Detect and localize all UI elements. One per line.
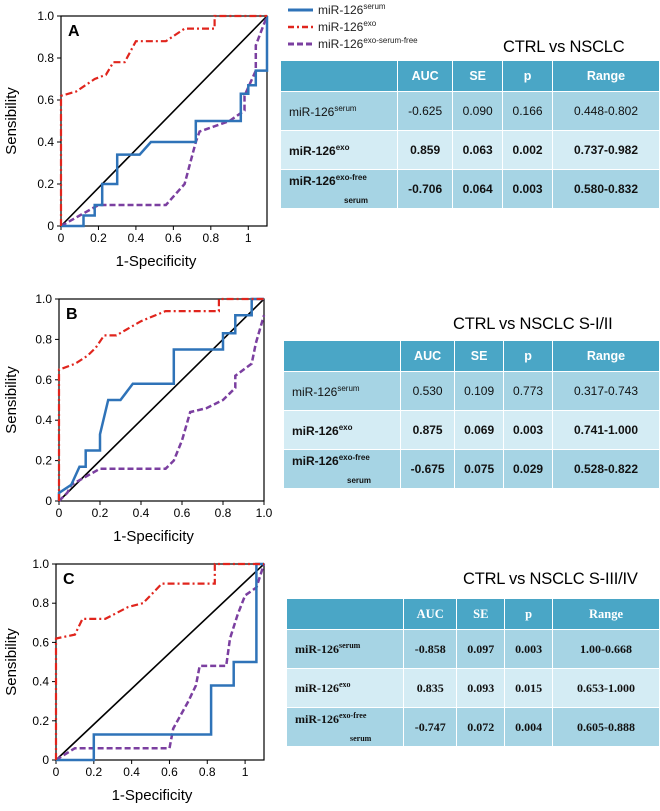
- x-tick-label: 1: [245, 231, 252, 245]
- reference-diagonal: [60, 15, 268, 227]
- series-line-free: [60, 15, 269, 228]
- series-line-exo: [59, 14, 267, 226]
- y-tick-label: 0: [42, 753, 49, 767]
- series-line-exo: [57, 297, 264, 501]
- series-line-exo: [54, 562, 264, 760]
- panel-a-title: CTRL vs NSCLC: [503, 38, 625, 56]
- x-tick-label: 0.6: [161, 765, 178, 779]
- panel-label: A: [68, 23, 80, 40]
- table-row: miR-126exo 0.835 0.093 0.015 0.653-1.000: [286, 668, 660, 708]
- x-tick-label: 0.8: [215, 506, 232, 520]
- table-header: AUC SE p Range: [286, 598, 660, 630]
- series-line-serum: [57, 297, 264, 501]
- x-axis-label: 1-Specificity: [112, 787, 193, 804]
- y-tick-label: 0.6: [35, 373, 52, 387]
- table-row: miR-126exo 0.859 0.063 0.002 0.737-0.982: [280, 130, 660, 170]
- table-row: miR-126exo-free serum -0.675 0.075 0.029 0.5…: [283, 449, 660, 489]
- x-tick-label: 0.6: [174, 506, 191, 520]
- series-line-serum: [56, 562, 264, 762]
- y-tick-label: 0.8: [37, 51, 54, 65]
- y-tick-label: 0.6: [32, 635, 49, 649]
- y-tick-label: 1.0: [35, 292, 52, 306]
- y-tick-label: 1.0: [32, 557, 49, 571]
- x-tick-label: 0: [58, 231, 65, 245]
- x-tick-label: 1: [242, 765, 249, 779]
- table-row: miR-126serum 0.530 0.109 0.773 0.317-0.743: [283, 371, 660, 411]
- y-tick-label: 0: [45, 494, 52, 508]
- stats-table-b: AUC SE p Range miR-126serum 0.530 0.109 0.773…: [283, 340, 660, 489]
- table-row: miR-126serum -0.625 0.090 0.166 0.448-0.802: [280, 91, 660, 131]
- x-tick-label: 0: [53, 765, 60, 779]
- y-tick-label: 0.2: [37, 177, 54, 191]
- roc-plot-a: 0 0.2 0.4 0.6 0.8 1 0 0.2 0.4 0.6 0.8 1.0 1-Specific…: [3, 9, 269, 270]
- roc-plot-c: 0 0.2 0.4 0.6 0.8 1 0 0.2 0.4 0.6 0.8 1.0 1-Specific…: [3, 557, 266, 804]
- legend-exo: miR-126exo: [318, 19, 377, 34]
- table-row: miR-126serum -0.858 0.097 0.003 1.00-0.668: [286, 629, 660, 669]
- y-tick-label: 0.4: [37, 135, 54, 149]
- y-tick-label: 0.6: [37, 93, 54, 107]
- x-tick-label: 0.8: [199, 765, 216, 779]
- x-tick-label: 1.0: [256, 506, 273, 520]
- y-tick-label: 0: [47, 219, 54, 233]
- reference-diagonal: [55, 563, 265, 761]
- x-tick-label: 0.2: [90, 231, 107, 245]
- legend-serum: miR-126serum: [318, 2, 386, 17]
- series-line-serum: [61, 16, 269, 228]
- y-tick-label: 0.4: [32, 675, 49, 689]
- table-row: miR-126exo-free serum -0.706 0.064 0.003 0.5…: [280, 169, 660, 209]
- table-header: AUC SE p Range: [283, 340, 660, 372]
- y-tick-label: 0.8: [35, 332, 52, 346]
- x-tick-label: 0.4: [128, 231, 145, 245]
- x-tick-label: 0: [56, 506, 63, 520]
- y-axis-label: Sensibility: [3, 628, 20, 696]
- x-tick-label: 0.6: [165, 231, 182, 245]
- x-tick-label: 0.8: [202, 231, 219, 245]
- stats-table-a: AUC SE p Range miR-126serum -0.625 0.090 0.16…: [280, 60, 660, 209]
- y-tick-label: 0.2: [32, 714, 49, 728]
- legend-swatches: [288, 8, 313, 46]
- x-axis-label: 1-Specificity: [113, 528, 194, 545]
- y-tick-label: 0.2: [35, 454, 52, 468]
- y-tick-label: 1.0: [37, 9, 54, 23]
- series-line-free: [58, 314, 266, 502]
- table-row: miR-126exo-free serum -0.747 0.072 0.004 0.6…: [286, 707, 660, 747]
- table-header: AUC SE p Range: [280, 60, 660, 92]
- y-axis-label: Sensibility: [3, 87, 20, 155]
- stats-table-c: AUC SE p Range miR-126serum -0.858 0.097 0.00…: [286, 598, 660, 747]
- legend-free: miR-126exo-serum-free: [318, 36, 418, 51]
- x-tick-label: 0.4: [133, 506, 150, 520]
- roc-plot-b: 0 0.2 0.4 0.6 0.8 1.0 0 0.2 0.4 0.6 0.8 1.0 1-Specif…: [3, 292, 273, 545]
- panel-label: B: [66, 306, 78, 323]
- panel-b-title: CTRL vs NSCLC S-I/II: [453, 315, 613, 333]
- table-row: miR-126exo 0.875 0.069 0.003 0.741-1.000: [283, 410, 660, 450]
- y-axis-label: Sensibility: [3, 366, 20, 434]
- x-axis-label: 1-Specificity: [116, 253, 197, 270]
- x-tick-label: 0.2: [92, 506, 109, 520]
- y-tick-label: 0.4: [35, 413, 52, 427]
- panel-c-title: CTRL vs NSCLC S-III/IV: [463, 570, 638, 588]
- panel-label: C: [63, 571, 75, 588]
- x-tick-label: 0.2: [85, 765, 102, 779]
- y-tick-label: 0.8: [32, 596, 49, 610]
- x-tick-label: 0.4: [123, 765, 140, 779]
